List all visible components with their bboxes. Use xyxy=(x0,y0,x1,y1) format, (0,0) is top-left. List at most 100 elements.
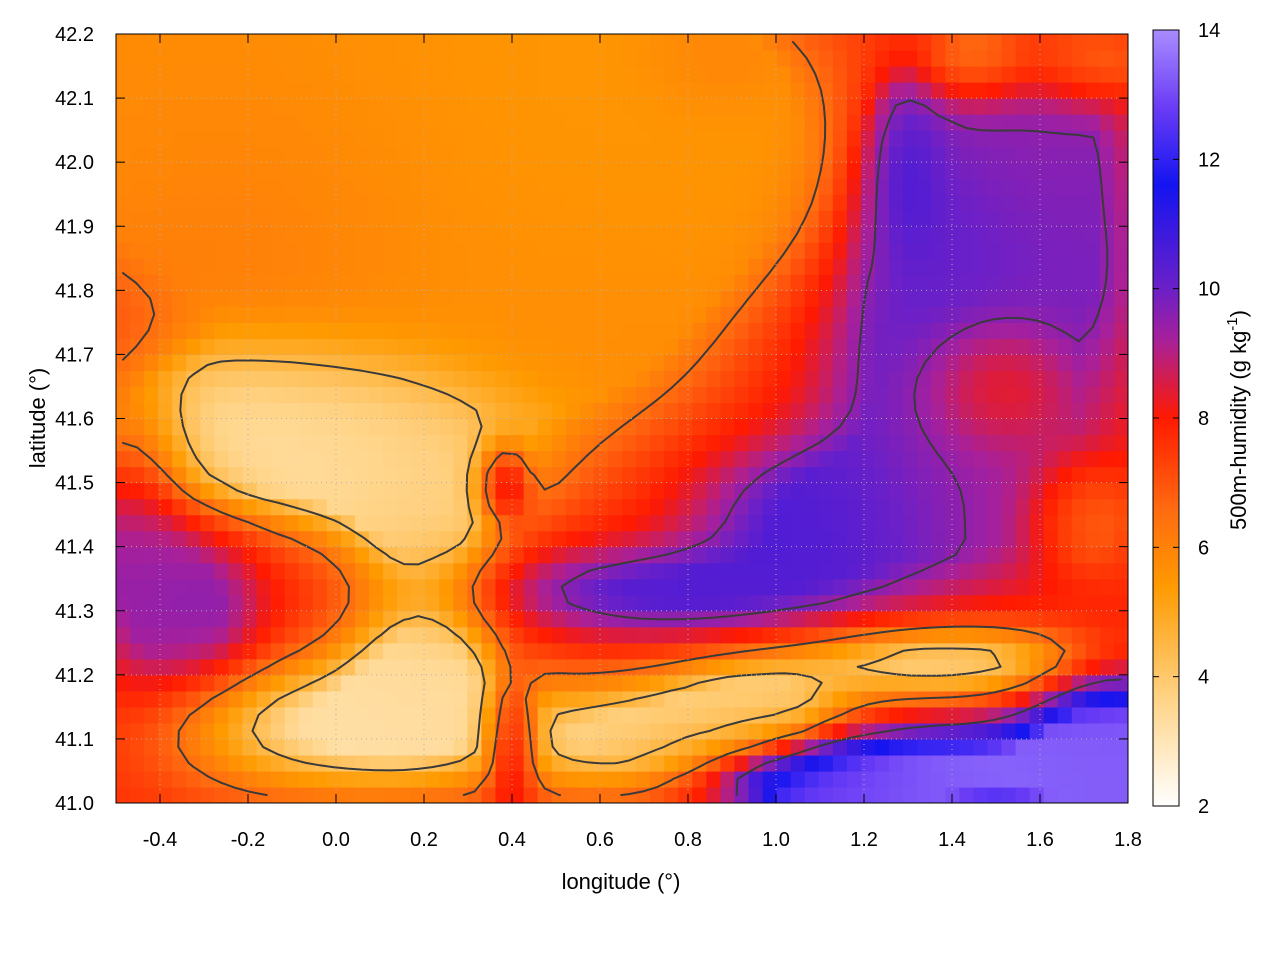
heatmap-cell xyxy=(214,402,230,420)
heatmap-cell xyxy=(622,610,637,628)
heatmap-cell xyxy=(186,610,201,628)
heatmap-cell xyxy=(1015,226,1031,243)
heatmap-cell xyxy=(776,786,792,803)
heatmap-cell xyxy=(776,434,792,452)
heatmap-cell xyxy=(565,418,581,436)
heatmap-cell xyxy=(832,626,848,644)
heatmap-cell xyxy=(692,306,707,323)
heatmap-cell xyxy=(172,98,187,115)
heatmap-cell xyxy=(1001,498,1017,516)
heatmap-cell xyxy=(875,290,890,307)
heatmap-cell xyxy=(720,642,736,660)
heatmap-cell xyxy=(720,754,736,772)
heatmap-cell xyxy=(776,610,792,628)
heatmap-cell xyxy=(481,50,497,67)
heatmap-cell xyxy=(734,82,750,99)
heatmap-cell xyxy=(1071,402,1087,420)
heatmap-cell xyxy=(228,386,244,404)
heatmap-cell xyxy=(537,354,553,372)
heatmap-cell xyxy=(678,658,693,676)
x-tick-label: 1.6 xyxy=(1026,829,1054,851)
heatmap-cell xyxy=(523,322,539,339)
heatmap-cell xyxy=(312,786,328,803)
heatmap-cell xyxy=(1015,114,1031,131)
heatmap-cell xyxy=(1057,482,1073,500)
heatmap-cell xyxy=(186,546,201,564)
heatmap-cell xyxy=(340,210,356,227)
heatmap-cell xyxy=(298,546,314,564)
heatmap-cell xyxy=(1113,82,1128,99)
heatmap-cell xyxy=(1029,786,1045,803)
heatmap-cell xyxy=(692,338,707,356)
heatmap-cell xyxy=(622,338,637,356)
heatmap-cell xyxy=(312,82,328,99)
heatmap-cell xyxy=(804,418,820,436)
heatmap-cell xyxy=(537,610,553,628)
heatmap-cell xyxy=(312,610,328,628)
heatmap-cell xyxy=(607,146,623,163)
heatmap-cell xyxy=(1015,386,1031,404)
heatmap-cell xyxy=(875,370,890,388)
heatmap-cell xyxy=(846,578,862,596)
heatmap-cell xyxy=(200,50,215,67)
heatmap-cell xyxy=(270,466,286,484)
y-tick-label: 41.1 xyxy=(55,729,94,751)
heatmap-cell xyxy=(579,290,595,307)
heatmap-cell xyxy=(931,418,946,436)
heatmap-cell xyxy=(776,674,792,692)
heatmap-cell xyxy=(495,258,511,275)
heatmap-cell xyxy=(495,738,511,756)
heatmap-cell xyxy=(425,418,440,436)
heatmap-cell xyxy=(1071,498,1087,516)
heatmap-cell xyxy=(116,402,131,420)
heatmap-cell xyxy=(1043,530,1059,548)
heatmap-cell xyxy=(509,114,525,131)
heatmap-cell xyxy=(200,562,215,580)
heatmap-cell xyxy=(1113,34,1128,51)
heatmap-cell xyxy=(537,66,553,83)
heatmap-cell xyxy=(1071,786,1087,803)
heatmap-cell xyxy=(706,706,721,724)
heatmap-cell xyxy=(326,370,342,388)
heatmap-cell xyxy=(734,434,750,452)
heatmap-cell xyxy=(411,146,426,163)
heatmap-cell xyxy=(340,130,356,147)
heatmap-cell xyxy=(397,162,412,179)
heatmap-cell xyxy=(453,514,468,532)
heatmap-cell xyxy=(256,770,272,788)
heatmap-cell xyxy=(369,274,384,291)
heatmap-cell xyxy=(1085,530,1101,548)
heatmap-cell xyxy=(650,706,665,724)
heatmap-cell xyxy=(228,82,244,99)
heatmap-cell xyxy=(889,482,904,500)
heatmap-cell xyxy=(720,34,736,51)
heatmap-cell xyxy=(776,130,792,147)
y-tick-label: 41.3 xyxy=(55,601,94,623)
heatmap-cell xyxy=(537,674,553,692)
heatmap-cell xyxy=(1085,466,1101,484)
heatmap-cell xyxy=(748,498,764,516)
heatmap-cell xyxy=(973,178,989,195)
heatmap-cell xyxy=(987,386,1003,404)
heatmap-cell xyxy=(481,530,497,548)
heatmap-cell xyxy=(903,370,918,388)
heatmap-cell xyxy=(636,50,651,67)
heatmap-cell xyxy=(762,274,778,291)
heatmap-cell xyxy=(720,98,736,115)
heatmap-cell xyxy=(762,98,778,115)
heatmap-cell xyxy=(1057,178,1073,195)
heatmap-cell xyxy=(804,786,820,803)
heatmap-cell xyxy=(284,130,300,147)
heatmap-cell xyxy=(284,402,300,420)
heatmap-cell xyxy=(720,130,736,147)
heatmap-cell xyxy=(242,754,258,772)
heatmap-cell xyxy=(284,306,300,323)
heatmap-cell xyxy=(242,418,258,436)
heatmap-cell xyxy=(889,418,904,436)
heatmap-cell xyxy=(551,626,567,644)
heatmap-cell xyxy=(1099,418,1115,436)
heatmap-cell xyxy=(523,418,539,436)
heatmap-cell xyxy=(369,306,384,323)
heatmap-cell xyxy=(678,194,693,211)
heatmap-cell xyxy=(1099,690,1115,708)
